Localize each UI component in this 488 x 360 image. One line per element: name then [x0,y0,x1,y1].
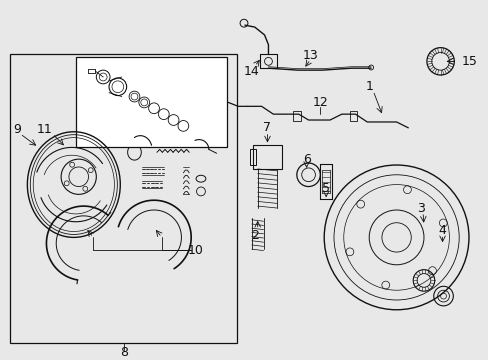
Text: 6: 6 [302,153,310,166]
Text: 2: 2 [250,229,258,242]
Text: 1: 1 [365,80,372,93]
Text: 15: 15 [461,55,477,68]
Bar [252,145,282,169]
Text: 4: 4 [438,224,446,237]
Text: 12: 12 [312,96,327,109]
Bar [10,54,237,343]
Text: 9: 9 [13,123,21,136]
Text: 10: 10 [188,244,203,257]
Text: 5: 5 [322,182,329,195]
Text: 13: 13 [302,49,318,62]
Text: 3: 3 [416,202,424,215]
Text: 14: 14 [244,64,259,78]
Text: 11: 11 [37,123,52,136]
Bar [349,111,357,121]
Text: 8: 8 [120,346,127,359]
Text: 7: 7 [263,121,271,134]
Bar [249,149,255,165]
Bar [292,111,300,121]
Bar [76,58,227,147]
